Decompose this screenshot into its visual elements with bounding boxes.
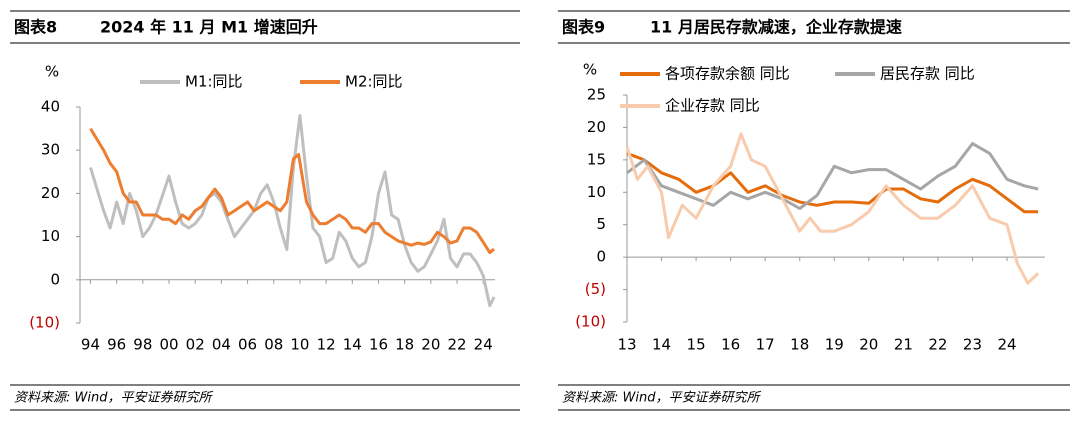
x-tick-label: 04 (212, 336, 231, 354)
x-tick-label: 06 (238, 336, 257, 354)
x-tick-label: 21 (894, 336, 913, 354)
y-tick-label: (10) (575, 313, 606, 331)
x-tick-label: 20 (421, 336, 440, 354)
legend-label: 企业存款 同比 (665, 97, 760, 115)
y-tick-label: 15 (587, 150, 606, 168)
y-axis-label: % (583, 61, 597, 79)
x-tick-label: 10 (290, 336, 309, 354)
series-line (626, 142, 1039, 210)
figure-label: 图表8 (14, 18, 57, 37)
x-tick-label: 24 (474, 336, 493, 354)
series-line (89, 127, 496, 255)
series-line (625, 132, 1040, 285)
y-tick-label: 0 (50, 270, 60, 288)
x-tick-label: 96 (107, 336, 126, 354)
series-line (89, 114, 496, 308)
y-tick-label: 5 (596, 215, 606, 233)
x-tick-label: 16 (721, 336, 740, 354)
x-tick-label: 14 (343, 336, 362, 354)
x-tick-label: 00 (159, 336, 178, 354)
y-axis-label: % (45, 63, 59, 81)
y-tick-label: 0 (596, 248, 606, 266)
y-tick-label: (10) (29, 314, 60, 332)
y-tick-label: 10 (41, 227, 60, 245)
x-tick-label: 13 (617, 336, 636, 354)
x-tick-label: 20 (859, 336, 878, 354)
x-tick-label: 18 (790, 336, 809, 354)
x-tick-label: 22 (928, 336, 947, 354)
figure-label: 图表9 (562, 18, 605, 37)
source-note: 资料来源: Wind，平安证券研究所 (562, 390, 761, 406)
legend-label: M2:同比 (345, 73, 403, 91)
y-tick-label: (5) (585, 280, 606, 298)
x-tick-label: 22 (447, 336, 466, 354)
y-tick-label: 25 (587, 86, 606, 104)
x-tick-label: 94 (81, 336, 100, 354)
y-tick-label: 10 (587, 183, 606, 201)
x-tick-label: 16 (369, 336, 388, 354)
x-tick-label: 17 (756, 336, 775, 354)
x-tick-label: 18 (395, 336, 414, 354)
legend-label: M1:同比 (185, 73, 243, 91)
chart-title: 11 月居民存款减速，企业存款提速 (650, 18, 902, 37)
x-tick-label: 14 (652, 336, 671, 354)
series-line (626, 151, 1039, 214)
x-tick-label: 02 (186, 336, 205, 354)
legend-label: 居民存款 同比 (880, 65, 975, 83)
x-tick-label: 08 (264, 336, 283, 354)
x-tick-label: 12 (317, 336, 336, 354)
y-tick-label: 40 (41, 98, 60, 116)
x-tick-label: 23 (963, 336, 982, 354)
x-tick-label: 15 (687, 336, 706, 354)
y-tick-label: 30 (41, 141, 60, 159)
legend-label: 各项存款余额 同比 (665, 65, 790, 83)
chart-title: 2024 年 11 月 M1 增速回升 (100, 18, 318, 37)
source-note: 资料来源: Wind，平安证券研究所 (14, 390, 213, 406)
x-tick-label: 19 (825, 336, 844, 354)
x-tick-label: 98 (133, 336, 152, 354)
y-tick-label: 20 (41, 184, 60, 202)
y-tick-label: 20 (587, 118, 606, 136)
x-tick-label: 24 (997, 336, 1016, 354)
